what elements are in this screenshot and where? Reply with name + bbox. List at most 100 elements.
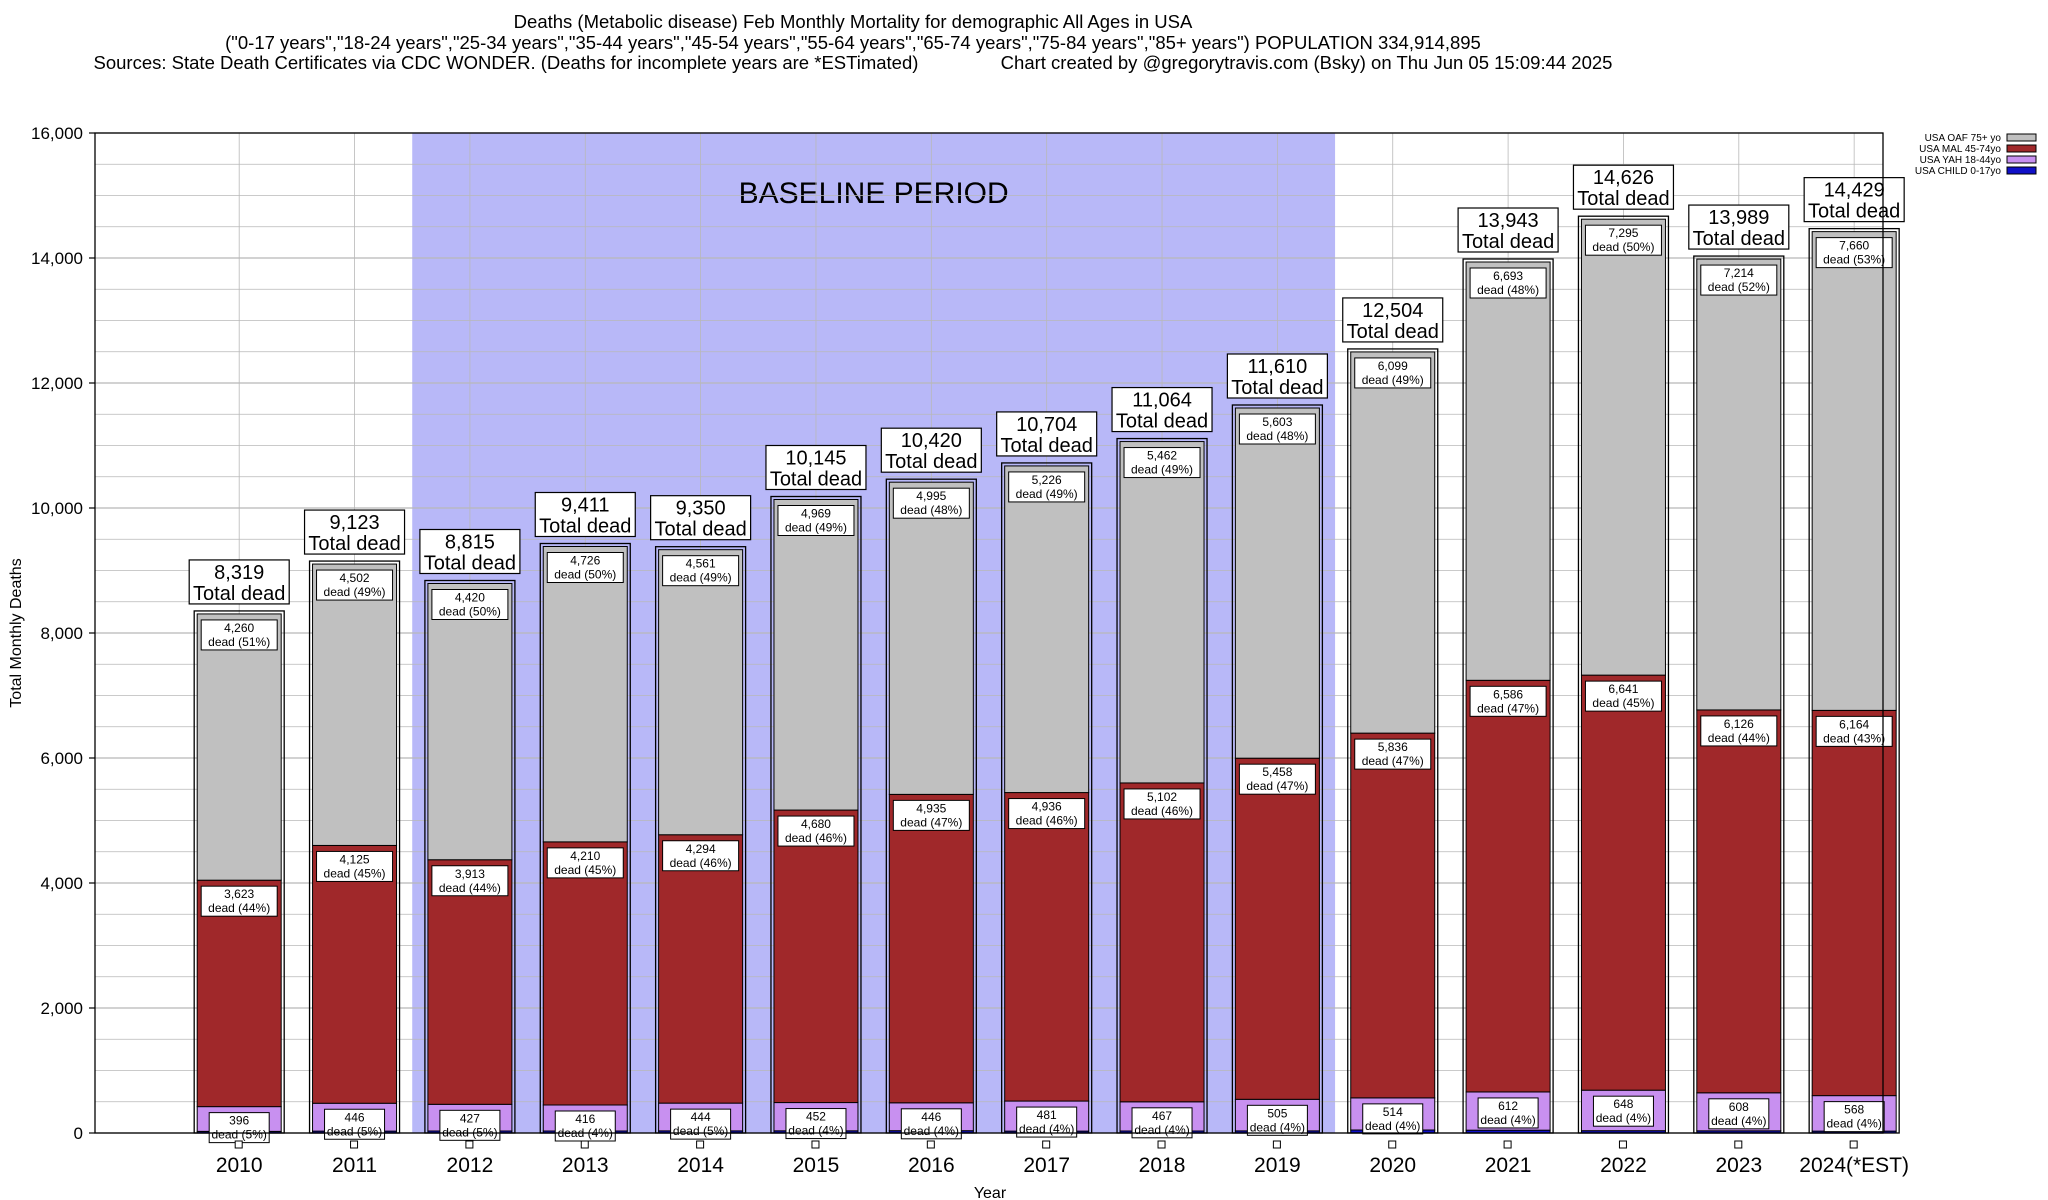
y-tick-label: 4,000 [40,874,83,893]
segment-label-box [1700,715,1778,747]
segment-percent-label: dead (47%) [1246,779,1308,793]
segment-value-label: 4,294 [686,842,716,856]
segment-percent-label: dead (4%) [1134,1123,1189,1137]
segment-percent-label: dead (44%) [208,901,270,915]
total-text-label: Total dead [770,469,862,491]
segment-percent-label: dead (49%) [1362,373,1424,387]
segment-percent-label: dead (4%) [1596,1111,1651,1125]
child-series-marker [926,1140,935,1149]
segment-percent-label: dead (49%) [670,571,732,585]
total-value-label: 10,704 [1016,414,1077,436]
segment-value-label: 4,502 [340,571,370,585]
segment-value-label: 6,164 [1839,717,1869,731]
segment-percent-label: dead (53%) [1823,253,1885,267]
segment-label-box [1354,357,1432,389]
segment-value-label: 452 [806,1110,826,1124]
segment-value-label: 3,913 [455,867,485,881]
total-value-label: 13,989 [1708,207,1769,229]
segment-value-label: 7,295 [1608,226,1638,240]
segment-value-label: 427 [460,1111,480,1125]
child-series-marker [1042,1140,1051,1149]
total-value-label: 11,064 [1132,390,1192,412]
total-text-label: Total dead [885,451,977,473]
x-tick-label: 2018 [1139,1154,1186,1177]
child-series-marker [696,1140,705,1149]
segment-percent-label: dead (4%) [1250,1120,1305,1134]
segment-label-box [1584,224,1662,256]
segment-percent-label: dead (5%) [442,1125,497,1139]
segment-percent-label: dead (45%) [1592,696,1654,710]
child-series-marker [1734,1140,1743,1149]
chart-title-block: Deaths (Metabolic disease) Feb Monthly M… [0,11,1706,74]
segment-value-label: 568 [1844,1103,1864,1117]
legend-swatch [2006,133,2037,142]
total-label-box [650,495,752,541]
total-label-box [996,411,1098,457]
child-series-marker [465,1140,474,1149]
segment-percent-label: dead (46%) [1016,814,1078,828]
bar-segment [1004,465,1090,794]
bar-segment [1696,709,1782,1094]
segment-value-label: 7,660 [1839,239,1869,253]
total-text-label: Total dead [308,533,400,555]
child-series-marker [1272,1140,1281,1149]
bar-segment [427,859,513,1105]
segment-percent-label: dead (44%) [1708,731,1770,745]
segment-value-label: 6,586 [1493,687,1523,701]
legend-swatch [2006,155,2037,164]
x-tick-label: 2022 [1600,1154,1647,1177]
segment-value-label: 4,726 [570,554,600,568]
segment-label-box [662,555,740,587]
bar-segment [1580,674,1666,1091]
segment-label-box [1362,1103,1424,1135]
segment-value-label: 6,126 [1724,717,1754,731]
segment-percent-label: dead (47%) [1362,754,1424,768]
segment-label-box [200,885,278,917]
segment-label-box [316,850,394,882]
x-tick-label: 2010 [216,1154,263,1177]
segment-label-box [1238,763,1316,795]
total-text-label: Total dead [539,516,631,538]
total-text-label: Total dead [1116,411,1208,433]
segment-value-label: 608 [1729,1100,1749,1114]
segment-label-box [1123,788,1201,820]
x-tick-label: 2013 [562,1154,609,1177]
segment-label-box [1016,1106,1078,1138]
total-value-label: 14,429 [1824,180,1885,202]
y-axis-title: Total Monthly Deaths [8,558,25,707]
bar-segment [1234,757,1320,1100]
x-tick-label: 2023 [1715,1154,1762,1177]
total-value-label: 12,504 [1362,300,1423,322]
child-series-marker [811,1140,820,1149]
segment-label-box [546,847,624,879]
segment-label-box [777,505,855,536]
segment-label-box [1815,237,1893,269]
segment-value-label: 4,125 [340,852,370,866]
segment-label-box [1238,413,1316,445]
segment-label-box [892,487,970,519]
child-series-marker [1618,1140,1627,1149]
segment-label-box [324,1108,386,1140]
segment-value-label: 7,214 [1724,266,1754,280]
segment-percent-label: dead (44%) [439,881,501,895]
segment-value-label: 467 [1152,1109,1172,1123]
total-label-box [1572,164,1675,210]
segment-label-box [1008,798,1086,830]
segment-label-box [662,840,740,872]
total-text-label: Total dead [1001,435,1093,457]
bar-segment [196,879,282,1108]
x-tick-label: 2024(*EST) [1799,1154,1909,1177]
segment-value-label: 4,561 [686,557,716,571]
total-text-label: Total dead [654,519,746,541]
y-tick-label: 6,000 [40,749,83,768]
segment-label-box [1008,471,1086,503]
segment-percent-label: dead (5%) [327,1124,382,1138]
chart-subtitle: ("0-17 years","18-24 years","25-34 years… [225,31,1481,53]
segment-percent-label: dead (52%) [1708,280,1770,294]
segment-percent-label: dead (48%) [900,503,962,517]
bar-segment [1465,679,1551,1093]
segment-percent-label: dead (46%) [1131,804,1193,818]
segment-percent-label: dead (4%) [1826,1117,1881,1131]
total-text-label: Total dead [424,553,516,575]
total-text-label: Total dead [1577,188,1669,210]
